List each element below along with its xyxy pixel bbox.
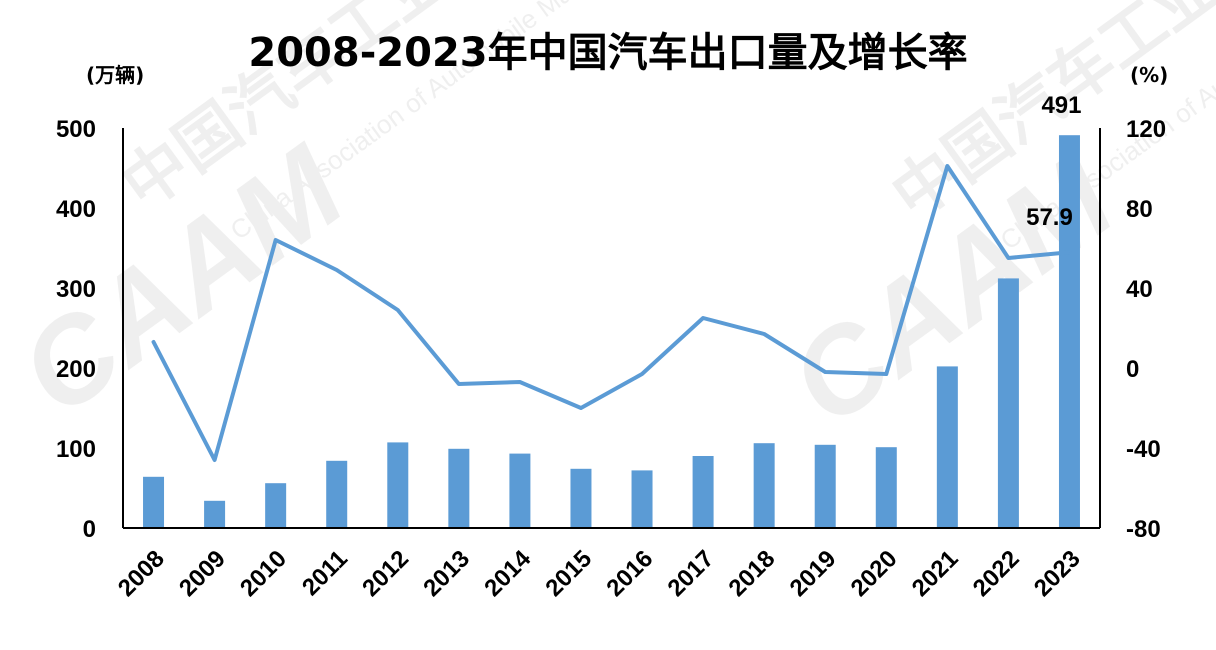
line-series xyxy=(151,164,1072,462)
bar-2021 xyxy=(936,366,958,528)
x-tick-label: 2023 xyxy=(1029,545,1086,602)
right-tick-label: 40 xyxy=(1126,276,1153,303)
bar-2015 xyxy=(570,468,592,528)
bar-series xyxy=(143,135,1080,528)
left-tick-label: 200 xyxy=(56,356,96,383)
bar-2022 xyxy=(997,278,1019,528)
bar-2009 xyxy=(204,500,226,528)
x-tick-label: 2016 xyxy=(601,545,658,602)
chart-title: 2008-2023年中国汽车出口量及增长率 xyxy=(248,30,967,76)
x-tick-label: 2011 xyxy=(297,545,353,601)
x-tick-label: 2015 xyxy=(540,545,597,602)
growth-rate-line xyxy=(151,164,1072,462)
x-tick-label: 2010 xyxy=(235,545,292,602)
bar-2017 xyxy=(692,456,714,528)
line-value-label: 57.9 xyxy=(1026,204,1073,231)
x-tick-label: 2020 xyxy=(846,545,903,602)
left-tick-label: 400 xyxy=(56,196,96,223)
right-tick-label: -40 xyxy=(1126,436,1161,463)
x-tick-label: 2013 xyxy=(418,545,475,602)
x-axis-ticks: 2008 2009 2010 2011 2012 2013 2014 2015 2016 2017… xyxy=(113,545,1086,602)
right-tick-label: 80 xyxy=(1126,196,1153,223)
x-tick-label: 2022 xyxy=(968,545,1025,602)
bar-2012 xyxy=(387,442,409,528)
bar-value-label: 491 xyxy=(1041,92,1081,119)
bar-2008 xyxy=(143,476,165,528)
bar-2023 xyxy=(1058,135,1080,528)
left-axis-ticks: 0 100 200 300 400 500 xyxy=(56,116,96,543)
left-tick-label: 500 xyxy=(56,116,96,143)
right-tick-label: -80 xyxy=(1126,516,1161,543)
x-tick-label: 2008 xyxy=(113,545,170,602)
bar-2013 xyxy=(448,448,470,528)
data-labels: 491 57.9 xyxy=(1026,92,1081,231)
bar-2019 xyxy=(814,444,836,528)
right-tick-label: 0 xyxy=(1126,356,1139,383)
x-tick-label: 2012 xyxy=(357,545,414,602)
x-tick-label: 2018 xyxy=(724,545,781,602)
bar-2014 xyxy=(509,453,531,528)
x-tick-label: 2017 xyxy=(662,545,719,602)
right-tick-label: 120 xyxy=(1126,116,1166,143)
x-tick-label: 2009 xyxy=(174,545,231,602)
left-tick-label: 0 xyxy=(83,516,96,543)
bar-2020 xyxy=(875,447,897,528)
right-axis-unit: (%) xyxy=(1130,63,1168,87)
bar-2010 xyxy=(265,483,287,528)
x-tick-label: 2014 xyxy=(479,545,536,602)
bar-2016 xyxy=(631,470,653,528)
x-tick-label: 2019 xyxy=(785,545,842,602)
left-axis-unit: (万辆) xyxy=(86,63,144,87)
left-tick-label: 100 xyxy=(56,436,96,463)
x-tick-label: 2021 xyxy=(907,545,964,602)
right-axis-ticks: -80 -40 0 40 80 120 xyxy=(1126,116,1166,543)
bar-2011 xyxy=(326,460,348,528)
bar-2018 xyxy=(753,443,775,528)
left-tick-label: 300 xyxy=(56,276,96,303)
